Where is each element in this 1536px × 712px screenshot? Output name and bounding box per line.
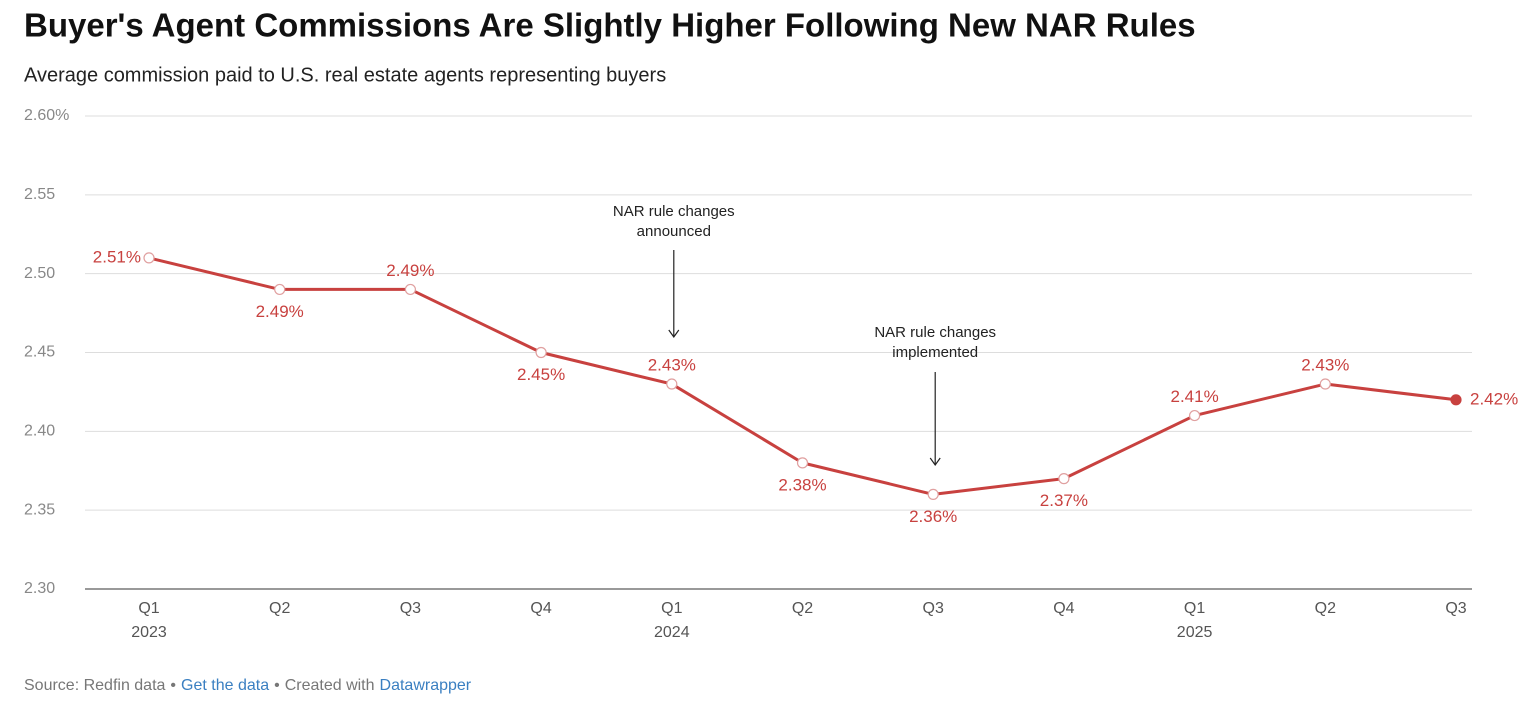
x-tick-label: Q4 bbox=[530, 600, 551, 617]
annotation-text: announced bbox=[637, 223, 711, 240]
x-tick-label: Q4 bbox=[1053, 600, 1074, 617]
y-tick-label: 2.50 bbox=[24, 265, 55, 282]
x-year-label: 2024 bbox=[654, 624, 690, 641]
footer-text: Source: Redfin data bbox=[24, 677, 166, 694]
footer-link[interactable]: Get the data bbox=[181, 677, 269, 694]
x-tick-label: Q1 bbox=[661, 600, 682, 617]
annotation-text: implemented bbox=[892, 344, 978, 361]
data-label: 2.37% bbox=[1040, 491, 1088, 510]
data-label: 2.49% bbox=[386, 261, 434, 280]
x-tick-label: Q2 bbox=[1315, 600, 1336, 617]
data-label: 2.42% bbox=[1470, 389, 1518, 408]
y-tick-label: 2.40 bbox=[24, 423, 55, 440]
x-tick-label: Q2 bbox=[792, 600, 813, 617]
chart-subtitle: Average commission paid to U.S. real est… bbox=[24, 64, 666, 86]
data-label: 2.51% bbox=[93, 247, 141, 266]
x-year-label: 2025 bbox=[1177, 624, 1213, 641]
y-tick-label: 2.45 bbox=[24, 344, 55, 361]
data-point bbox=[1188, 409, 1201, 422]
footer-link[interactable]: Datawrapper bbox=[380, 677, 472, 694]
y-tick-label: 2.30 bbox=[24, 580, 55, 597]
data-label: 2.38% bbox=[778, 475, 826, 494]
data-point bbox=[404, 283, 416, 296]
annotation-arrowhead bbox=[929, 457, 941, 467]
x-tick-label: Q3 bbox=[400, 600, 421, 617]
footer-text: • bbox=[170, 677, 176, 694]
data-label: 2.49% bbox=[256, 302, 304, 321]
data-point bbox=[535, 346, 547, 359]
annotation-text: NAR rule changes bbox=[613, 203, 735, 220]
x-tick-label: Q3 bbox=[923, 600, 944, 617]
data-point bbox=[1058, 473, 1070, 485]
data-label: 2.45% bbox=[517, 365, 565, 384]
x-tick-label: Q1 bbox=[138, 600, 159, 617]
data-label: 2.41% bbox=[1170, 387, 1218, 406]
data-point bbox=[927, 488, 939, 500]
y-tick-label: 2.35 bbox=[24, 501, 55, 518]
data-label: 2.36% bbox=[909, 507, 957, 526]
y-tick-label: 2.60% bbox=[24, 107, 69, 124]
chart-title: Buyer's Agent Commissions Are Slightly H… bbox=[24, 7, 1196, 44]
annotation-text: NAR rule changes bbox=[874, 324, 996, 341]
footer-text: • bbox=[274, 677, 280, 694]
data-point bbox=[1319, 378, 1331, 390]
data-label: 2.43% bbox=[1301, 356, 1349, 375]
data-point bbox=[274, 283, 286, 296]
data-point bbox=[1450, 394, 1462, 406]
x-year-label: 2023 bbox=[131, 624, 167, 641]
y-tick-label: 2.55 bbox=[24, 186, 55, 203]
data-point bbox=[796, 457, 809, 469]
annotation-arrowhead bbox=[668, 329, 680, 339]
footer-text: Created with bbox=[285, 677, 375, 694]
data-label: 2.43% bbox=[648, 356, 696, 375]
data-point bbox=[666, 378, 678, 390]
x-tick-label: Q1 bbox=[1184, 600, 1205, 617]
footer: Source: Redfin data • Get the data • Created… bbox=[24, 677, 472, 694]
data-point bbox=[143, 252, 155, 264]
x-tick-label: Q3 bbox=[1445, 600, 1466, 617]
x-tick-label: Q2 bbox=[269, 600, 290, 617]
